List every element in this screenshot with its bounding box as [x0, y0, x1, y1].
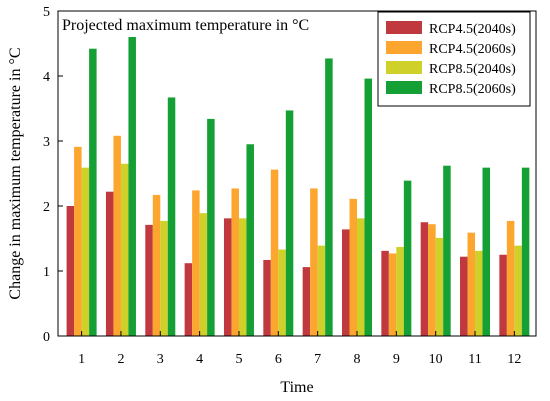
- x-tick-label: 7: [314, 352, 321, 367]
- bar-RCP8.5(2060s)-1: [89, 48, 97, 336]
- bar-RCP8.5(2040s)-10: [435, 237, 444, 336]
- legend-swatch: [386, 41, 422, 54]
- y-tick-label: 2: [43, 200, 50, 215]
- bar-RCP4.5(2060s)-2: [113, 135, 121, 336]
- legend-label: RCP8.5(2060s): [429, 82, 516, 97]
- bar-RCP4.5(2060s)-6: [270, 169, 279, 336]
- y-tick-label: 0: [43, 330, 50, 345]
- bar-RCP4.5(2060s)-8: [349, 198, 357, 336]
- bar-RCP8.5(2060s)-9: [403, 180, 412, 336]
- bar-RCP4.5(2060s)-9: [388, 253, 397, 336]
- bar-RCP4.5(2060s)-10: [428, 224, 436, 336]
- bar-RCP4.5(2060s)-12: [506, 220, 515, 336]
- bar-RCP4.5(2040s)-8: [342, 229, 350, 336]
- legend-label: RCP4.5(2040s): [429, 22, 516, 37]
- bar-RCP8.5(2040s)-7: [317, 245, 326, 336]
- bar-RCP4.5(2060s)-4: [192, 190, 200, 336]
- legend: RCP4.5(2040s) RCP4.5(2060s) RCP8.5(2040s) R…: [377, 11, 531, 107]
- legend-swatch: [386, 81, 422, 94]
- bar-RCP4.5(2040s)-3: [145, 224, 153, 336]
- y-tick-label: 3: [43, 135, 50, 150]
- x-tick-label: 4: [196, 352, 203, 367]
- bar-RCP4.5(2040s)-7: [302, 267, 311, 336]
- bar-RCP8.5(2060s)-5: [246, 144, 254, 336]
- bar-RCP8.5(2060s)-3: [167, 97, 176, 336]
- bar-RCP8.5(2040s)-11: [475, 250, 483, 336]
- bar-RCP8.5(2060s)-2: [128, 37, 136, 336]
- bar-RCP4.5(2060s)-7: [310, 188, 318, 336]
- bar-RCP4.5(2060s)-11: [467, 232, 476, 336]
- bar-RCP8.5(2060s)-8: [364, 78, 372, 336]
- legend-swatch: [386, 21, 422, 34]
- bar-RCP4.5(2060s)-3: [152, 194, 161, 336]
- x-axis-title: Time: [280, 379, 313, 396]
- bar-RCP8.5(2040s)-3: [160, 220, 168, 336]
- x-tick-label: 3: [157, 352, 164, 367]
- x-tick-label: 11: [468, 352, 481, 367]
- legend-label: RCP4.5(2060s): [429, 42, 516, 57]
- bar-RCP8.5(2040s)-2: [120, 163, 129, 336]
- y-tick-label: 4: [43, 70, 50, 85]
- bar-RCP8.5(2040s)-1: [81, 167, 90, 336]
- x-tick-label: 9: [393, 352, 400, 367]
- bar-RCP4.5(2040s)-2: [105, 191, 114, 336]
- bar-RCP8.5(2060s)-10: [443, 165, 451, 336]
- bar-RCP4.5(2040s)-5: [223, 218, 232, 336]
- y-tick-label: 5: [43, 5, 50, 20]
- bar-RCP8.5(2060s)-12: [521, 167, 530, 336]
- bar-RCP4.5(2040s)-1: [66, 206, 75, 336]
- x-tick-label: 2: [117, 352, 124, 367]
- plot-frame: [57, 10, 537, 337]
- chart-title: Projected maximum temperature in °C: [62, 17, 309, 34]
- bar-RCP8.5(2040s)-9: [396, 246, 404, 336]
- bar-RCP8.5(2040s)-4: [199, 213, 208, 336]
- bar-RCP4.5(2040s)-12: [499, 254, 507, 336]
- x-tick-label: 1: [78, 352, 85, 367]
- x-tick-label: 8: [353, 352, 360, 367]
- bar-RCP4.5(2040s)-10: [420, 222, 429, 336]
- bar-RCP4.5(2040s)-9: [381, 250, 389, 336]
- bar-RCP4.5(2060s)-5: [231, 188, 239, 336]
- x-tick-label: 5: [235, 352, 242, 367]
- bar-RCP4.5(2040s)-11: [460, 256, 468, 336]
- bar-RCP8.5(2040s)-5: [238, 218, 247, 336]
- bar-RCP8.5(2060s)-11: [482, 167, 491, 336]
- x-tick-label: 12: [507, 352, 521, 367]
- bar-RCP8.5(2040s)-6: [278, 249, 286, 336]
- bar-RCP4.5(2040s)-4: [184, 263, 193, 336]
- bar-RCP8.5(2060s)-6: [285, 110, 294, 336]
- legend-label: RCP8.5(2040s): [429, 62, 516, 77]
- legend-swatch: [386, 61, 422, 74]
- x-tick-label: 10: [429, 352, 443, 367]
- bar-RCP8.5(2040s)-8: [357, 218, 365, 336]
- y-tick-label: 1: [43, 265, 50, 280]
- bar-RCP8.5(2060s)-7: [325, 58, 333, 336]
- bar-RCP4.5(2040s)-6: [263, 259, 271, 336]
- y-axis-title: Change in maximum temperature in °C: [7, 47, 24, 299]
- x-tick-label: 6: [275, 352, 282, 367]
- bars-layer: [66, 37, 530, 337]
- bar-RCP4.5(2060s)-1: [74, 146, 82, 336]
- bar-RCP8.5(2040s)-12: [514, 245, 522, 336]
- bar-RCP8.5(2060s)-4: [207, 118, 215, 337]
